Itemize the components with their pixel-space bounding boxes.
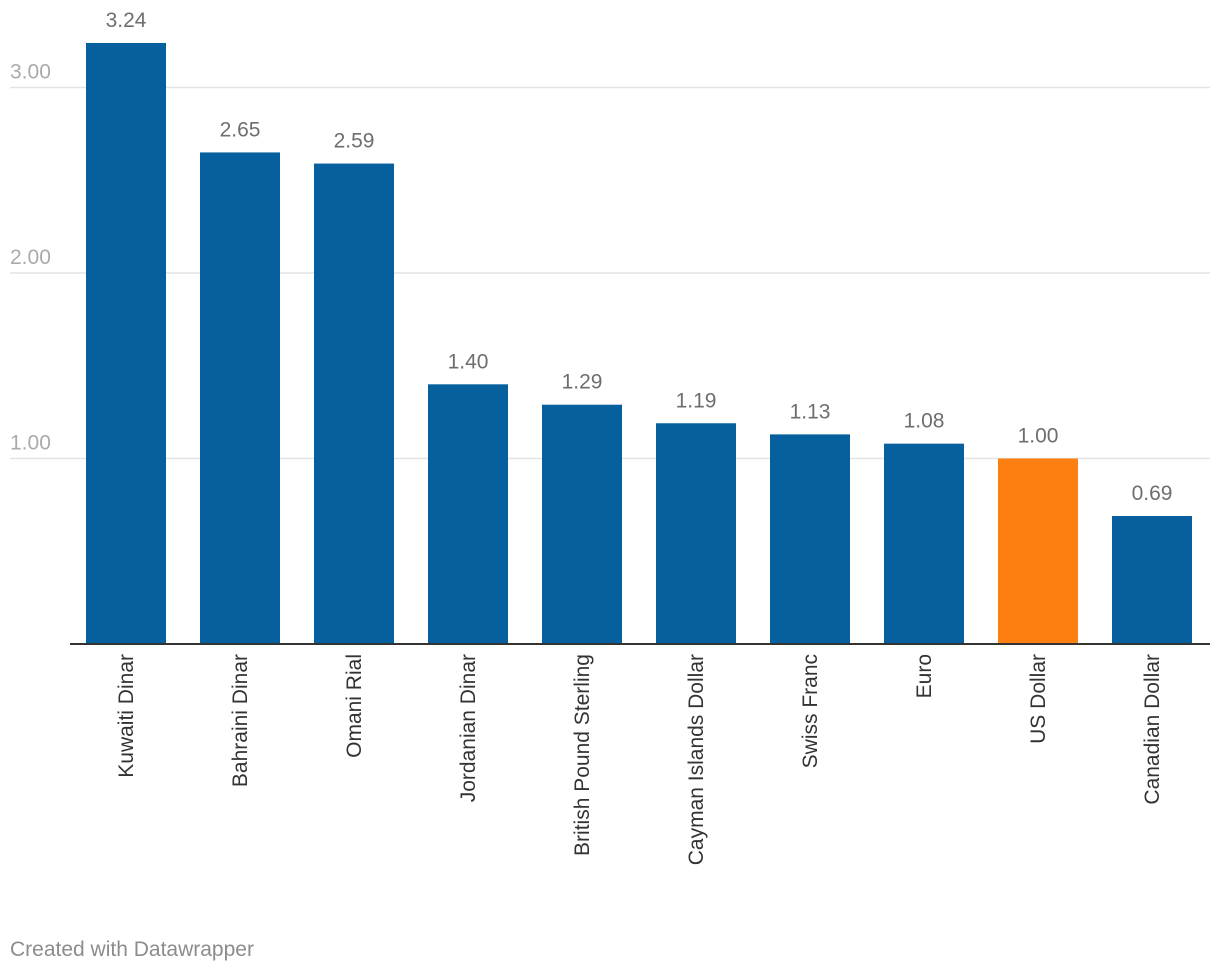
- value-label: 1.13: [790, 400, 831, 423]
- value-label: 1.19: [676, 389, 717, 412]
- bar: [884, 443, 964, 644]
- category-label: Jordanian Dinar: [457, 654, 480, 802]
- bar: [86, 42, 166, 645]
- y-tick-label: 3.00: [10, 61, 51, 84]
- value-label: 1.29: [562, 371, 603, 394]
- y-tick-label: 1.00: [10, 432, 51, 455]
- category-label: Swiss Franc: [799, 654, 822, 768]
- y-tick-label: 2.00: [10, 246, 51, 269]
- value-label: 0.69: [1132, 482, 1173, 505]
- value-label: 1.00: [1018, 425, 1059, 448]
- bar: [200, 152, 280, 645]
- x-axis-category-labels: Kuwaiti Dinar Bahraini Dinar Omani Rial Jor…: [115, 654, 1164, 865]
- category-label: Kuwaiti Dinar: [115, 654, 138, 778]
- category-label: British Pound Sterling: [571, 654, 594, 856]
- value-label: 1.08: [904, 410, 945, 433]
- value-labels: 3.24 2.65 2.59 1.40 1.29 1.19 1.13 1.08 1.00 0.69: [106, 9, 1173, 505]
- bar: [542, 404, 622, 644]
- category-label: Bahraini Dinar: [229, 654, 252, 787]
- category-label: Canadian Dollar: [1141, 654, 1164, 805]
- bar: [314, 163, 394, 644]
- value-label: 2.59: [334, 130, 375, 153]
- datawrapper-credit: Created with Datawrapper: [10, 938, 254, 961]
- bar: [428, 384, 508, 644]
- bar: [998, 458, 1078, 644]
- category-label: Omani Rial: [343, 654, 366, 758]
- value-label: 3.24: [106, 9, 147, 32]
- gridlines: [10, 86, 1210, 460]
- bar: [656, 423, 736, 644]
- category-label: Euro: [913, 654, 936, 698]
- bar: [1112, 516, 1192, 644]
- category-label: US Dollar: [1027, 654, 1050, 744]
- category-label: Cayman Islands Dollar: [685, 654, 708, 865]
- bar: [770, 434, 850, 644]
- value-label: 1.40: [448, 350, 489, 373]
- y-axis-tick-labels: 1.00 2.00 3.00: [10, 61, 51, 455]
- bars: [86, 42, 1192, 645]
- value-label: 2.65: [220, 118, 261, 141]
